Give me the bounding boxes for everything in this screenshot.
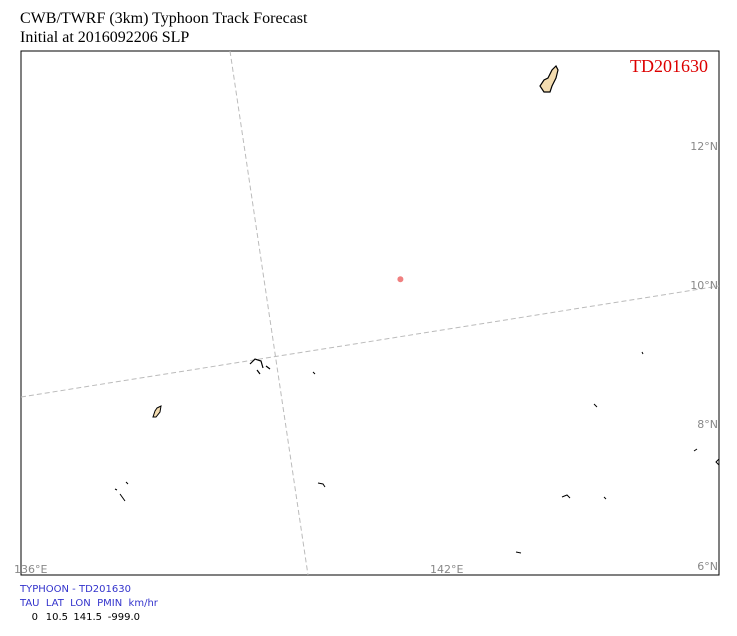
lat-label-6n: 6°N [697, 560, 718, 573]
lon-label-142e: 142°E [430, 563, 463, 576]
info-lat: 10.5 [45, 612, 68, 623]
info-header: TAU LAT LON PMIN km/hr [20, 598, 158, 609]
islet [715, 458, 720, 466]
islet [593, 403, 598, 408]
map-frame [20, 50, 720, 576]
meridian-line [229, 50, 309, 576]
lat-label-12n: 12°N [690, 140, 718, 153]
islet [561, 494, 571, 499]
map-subtitle: Initial at 2016092206 SLP [20, 29, 190, 46]
islet [693, 448, 698, 452]
lon-label-136e: 136°E [14, 563, 47, 576]
map-title: CWB/TWRF (3km) Typhoon Track Forecast [20, 10, 308, 27]
info-row: 0 10.5 141.5 -999.0 [20, 612, 140, 623]
islet [312, 371, 316, 375]
storm-label: TD201630 [630, 56, 708, 76]
islet-group [114, 481, 129, 502]
islet [317, 482, 326, 488]
parallel-line [20, 285, 720, 398]
islet [641, 351, 644, 355]
islet [515, 551, 522, 554]
guam-island [539, 64, 559, 93]
lat-label-8n: 8°N [697, 418, 718, 431]
island-yap [249, 358, 271, 375]
track-point [397, 276, 404, 283]
island-west [152, 405, 162, 418]
islet [603, 496, 607, 500]
info-pmin: -999.0 [107, 612, 140, 623]
info-tau: 0 [31, 612, 38, 623]
info-lon: 141.5 [73, 612, 102, 623]
lat-label-10n: 10°N [690, 279, 718, 292]
info-title: TYPHOON - TD201630 [20, 584, 131, 595]
